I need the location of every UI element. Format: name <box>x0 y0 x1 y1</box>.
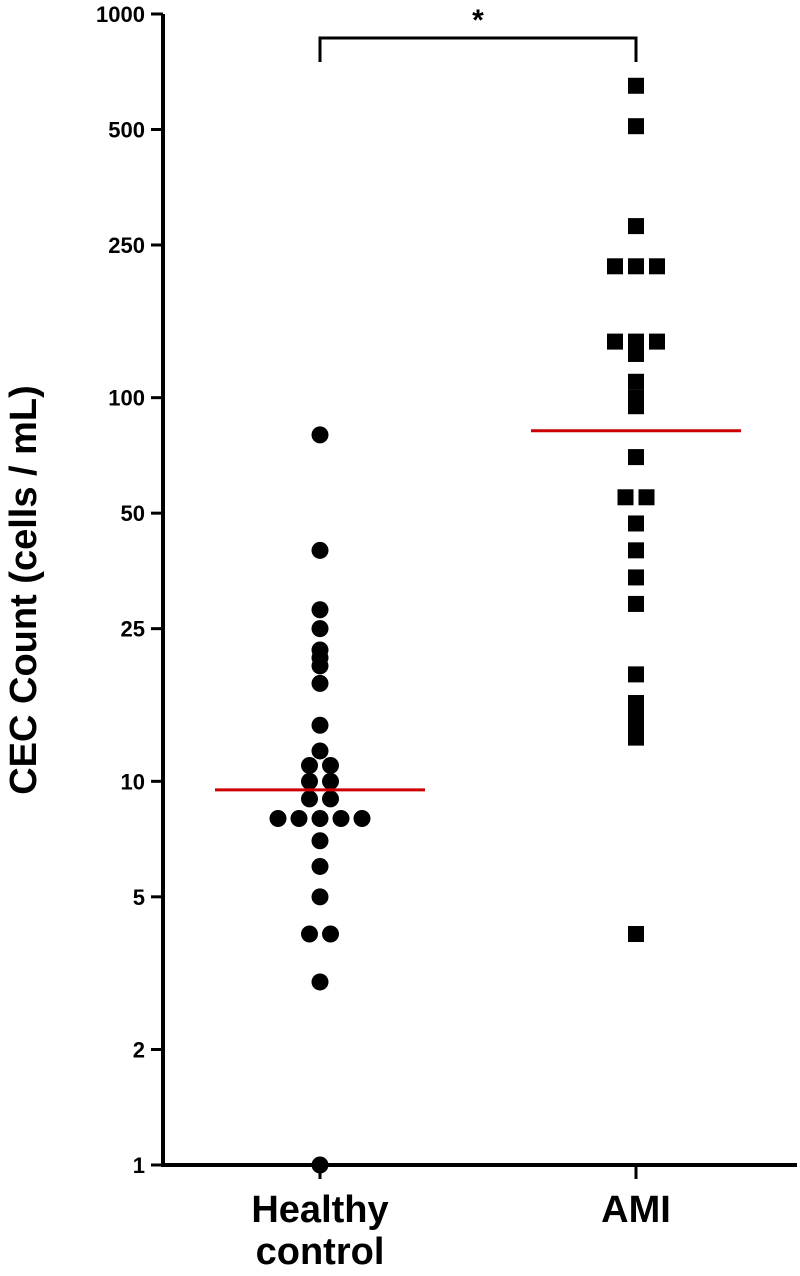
data-point <box>628 118 644 135</box>
data-point <box>607 333 623 350</box>
data-point <box>311 888 329 906</box>
y-tick-label: 5 <box>133 885 145 910</box>
data-point <box>628 258 644 275</box>
data-point <box>638 489 655 506</box>
data-point <box>332 810 350 828</box>
data-point <box>301 925 318 943</box>
data-point <box>311 601 329 619</box>
data-point <box>628 729 644 746</box>
data-point <box>628 666 644 683</box>
data-point <box>322 790 339 808</box>
data-point <box>628 218 644 235</box>
data-point <box>322 772 339 790</box>
data-point <box>628 333 644 350</box>
y-axis-title: CEC Count (cells / mL) <box>3 385 45 795</box>
data-point <box>628 926 644 943</box>
data-point <box>311 620 329 638</box>
data-point <box>353 810 371 828</box>
data-point <box>628 345 644 362</box>
y-tick-label: 2 <box>133 1038 145 1063</box>
data-point <box>311 657 329 675</box>
significance-bracket-line <box>318 36 638 62</box>
y-axis-title-group: CEC Count (cells / mL) <box>3 385 45 795</box>
data-point <box>628 398 644 415</box>
data-point <box>322 756 339 774</box>
data-point <box>301 756 318 774</box>
y-tick-label: 1 <box>133 1153 145 1178</box>
data-point <box>311 973 329 991</box>
data-point <box>628 515 644 532</box>
data-point <box>628 595 644 612</box>
y-tick-label: 250 <box>108 233 145 258</box>
data-points <box>269 77 665 1174</box>
data-point <box>628 77 644 94</box>
data-point <box>628 373 644 390</box>
data-point <box>311 857 329 875</box>
x-tick-label: AMI <box>601 1189 671 1231</box>
y-tick-label: 500 <box>108 117 145 142</box>
data-point <box>311 716 329 734</box>
data-point <box>322 925 339 943</box>
data-point <box>311 674 329 692</box>
data-point <box>290 810 308 828</box>
data-point <box>311 810 329 828</box>
median-lines <box>215 429 741 792</box>
data-point <box>649 333 665 350</box>
data-point <box>628 717 644 734</box>
y-tick-label: 100 <box>108 386 145 411</box>
data-point <box>311 1156 329 1174</box>
x-axis-ticks <box>318 1165 638 1179</box>
data-point <box>617 489 634 506</box>
data-point <box>649 258 665 275</box>
data-point <box>628 542 644 559</box>
data-point <box>311 832 329 850</box>
y-tick-label: 25 <box>121 617 145 642</box>
y-tick-label: 1000 <box>96 2 145 27</box>
data-point <box>628 449 644 466</box>
significance-label: * <box>472 4 484 37</box>
data-point <box>269 810 287 828</box>
y-tick-label: 10 <box>121 769 145 794</box>
data-point <box>311 426 329 444</box>
data-point <box>301 790 318 808</box>
data-point <box>311 742 329 760</box>
data-point <box>301 772 318 790</box>
significance-bracket: * <box>318 4 638 62</box>
y-tick-label: 50 <box>121 501 145 526</box>
data-point <box>628 569 644 586</box>
data-point <box>607 258 623 275</box>
x-tick-label: control <box>256 1231 385 1273</box>
data-point <box>311 541 329 559</box>
x-tick-label: Healthy <box>251 1189 388 1231</box>
axes <box>161 14 797 1167</box>
